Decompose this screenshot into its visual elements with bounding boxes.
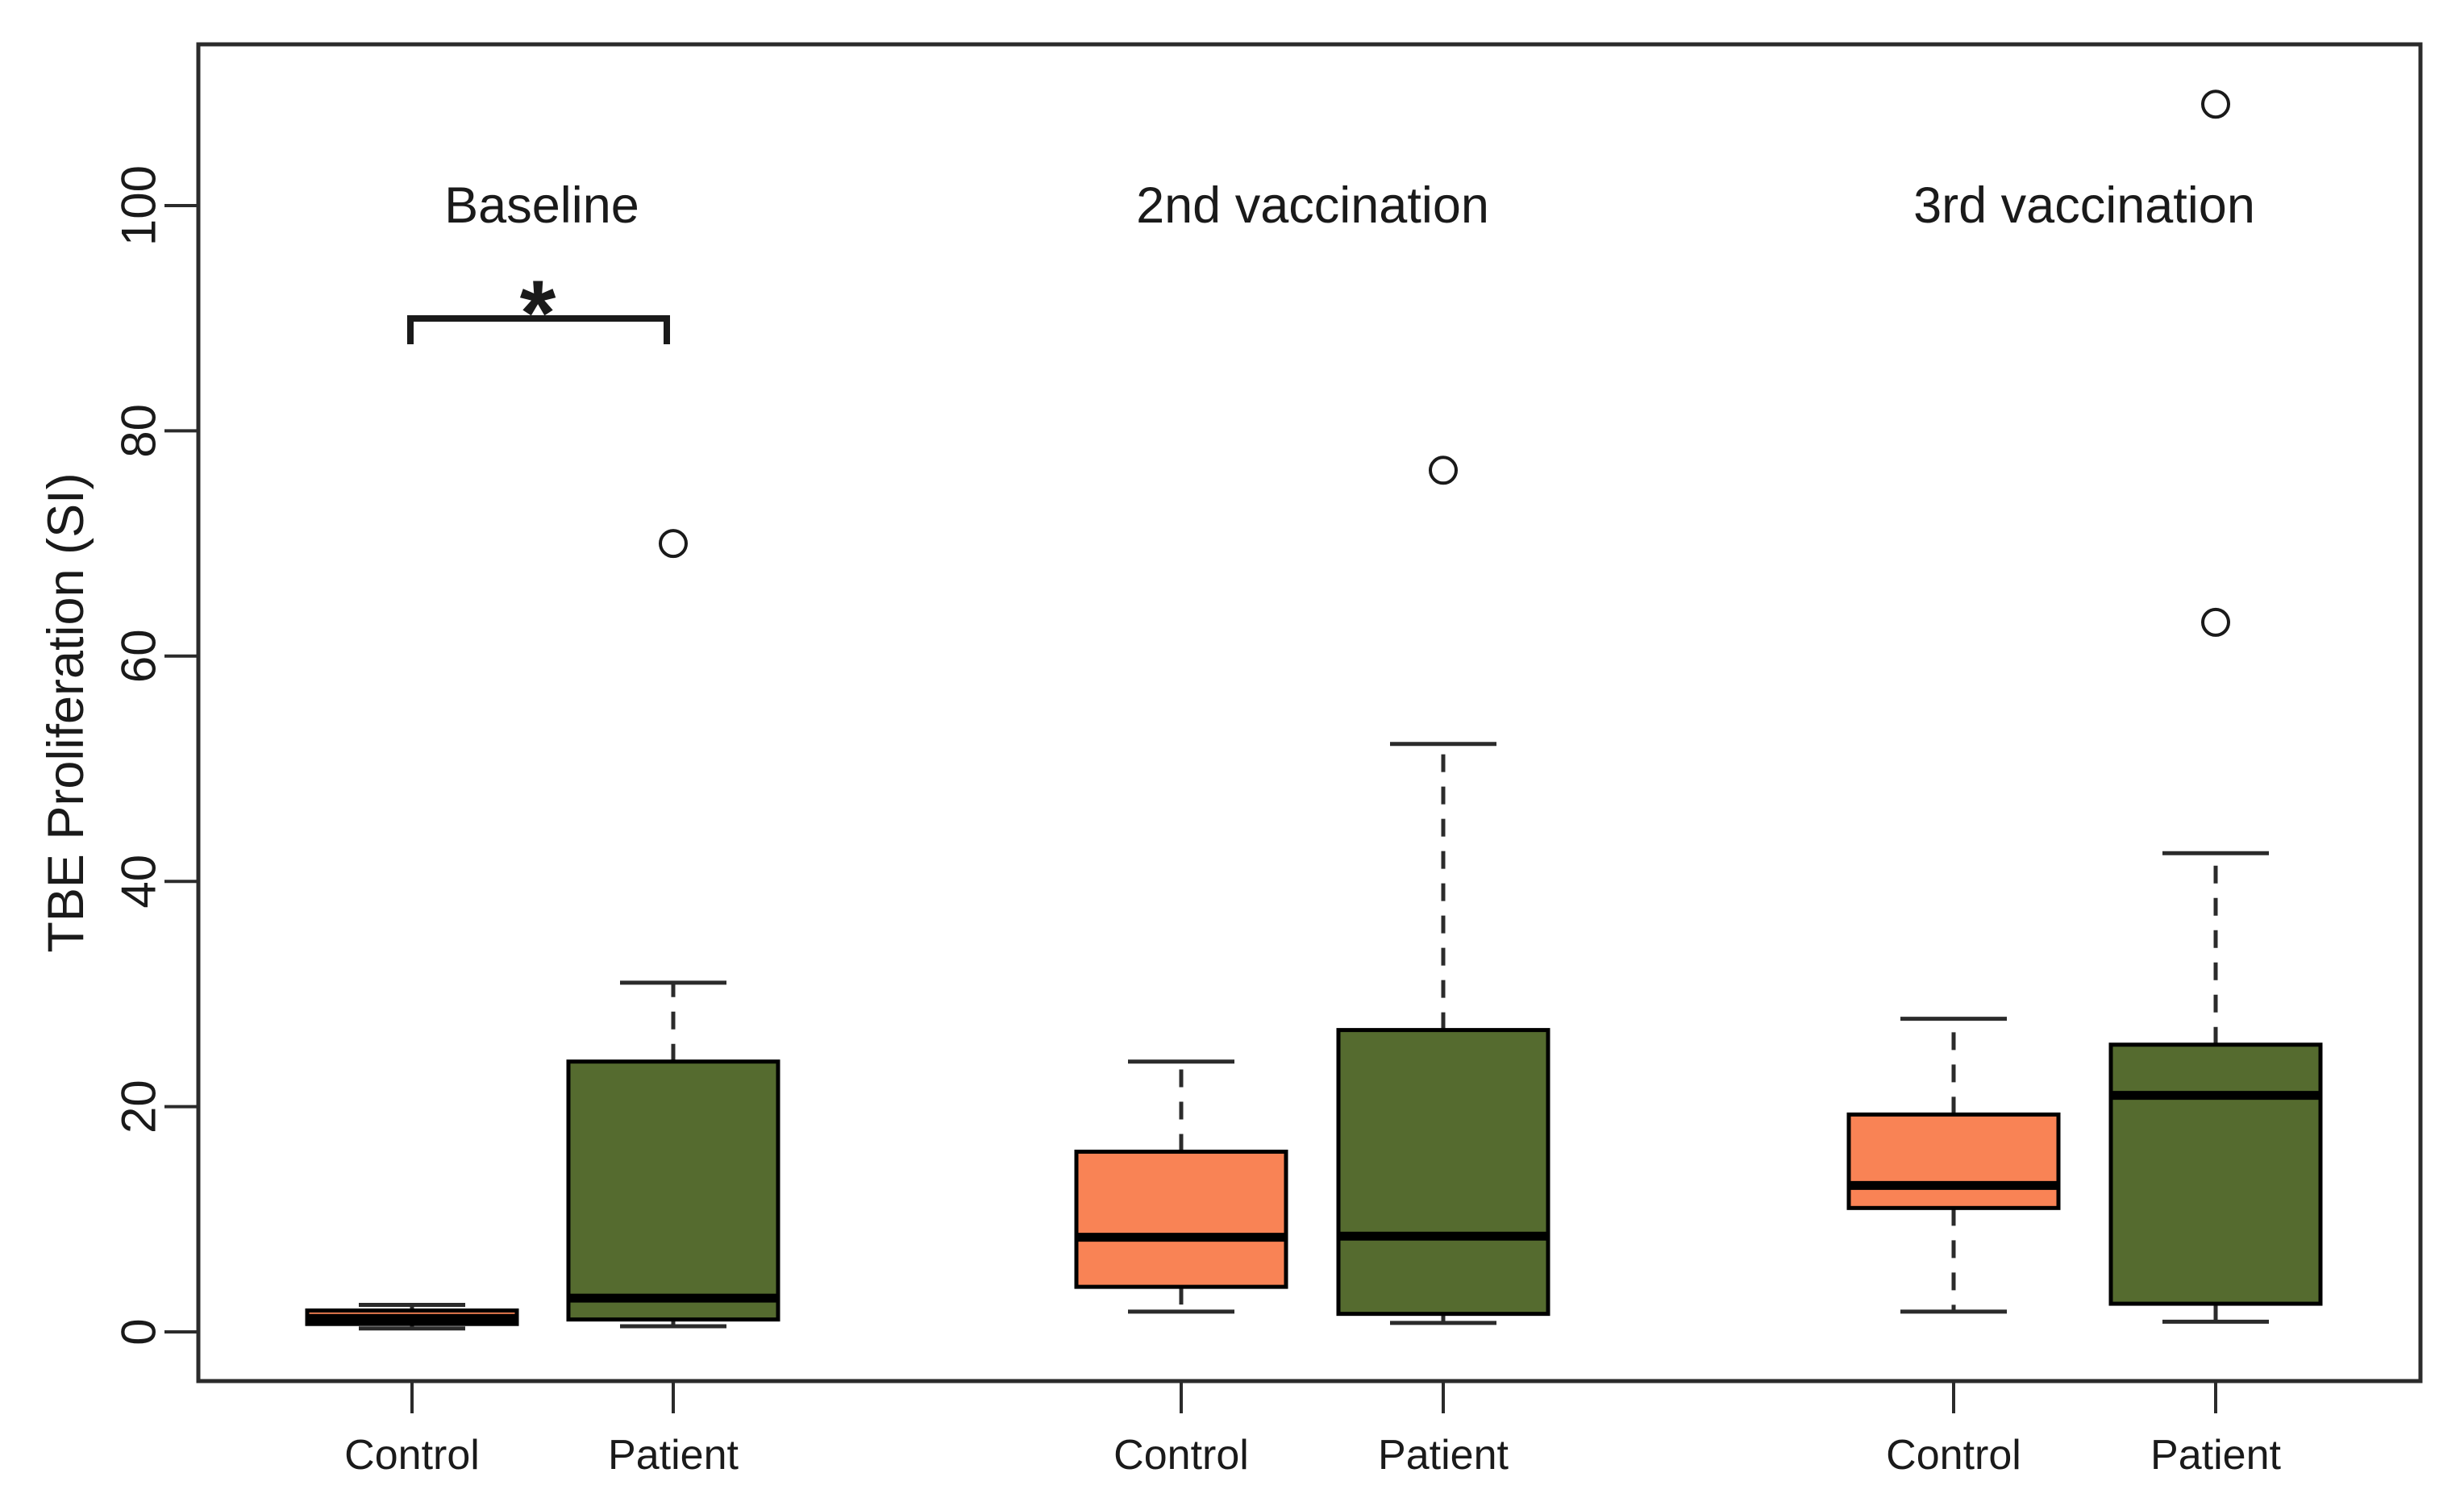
outlier-point xyxy=(659,529,688,559)
x-category-label-2-1: Patient xyxy=(2150,1432,2281,1479)
boxplot-1-patient xyxy=(1336,456,1550,1325)
x-category-label-2-0: Control xyxy=(1886,1432,2021,1479)
box-rect xyxy=(1074,1149,1288,1289)
group-title-1: 2nd vaccination xyxy=(1136,177,1489,234)
y-tick-label: 0 xyxy=(112,1318,166,1345)
y-tick-label: 40 xyxy=(112,855,166,909)
boxplot-2-control xyxy=(1846,1017,2061,1314)
y-tick-label: 20 xyxy=(112,1080,166,1134)
significance-bracket xyxy=(407,315,670,344)
x-category-label-0-0: Control xyxy=(344,1432,480,1479)
boxplot-2-patient xyxy=(2108,89,2323,1324)
group-title-0: Baseline xyxy=(444,177,639,234)
x-category-label-0-1: Patient xyxy=(608,1432,739,1479)
y-tick-label: 60 xyxy=(112,629,166,683)
box-rect xyxy=(1846,1112,2061,1210)
outlier-point xyxy=(2201,89,2230,119)
plot-frame xyxy=(196,42,2423,1383)
y-tick-label: 100 xyxy=(112,165,166,246)
box-rect xyxy=(1336,1028,1550,1317)
box-rect xyxy=(2108,1042,2323,1306)
x-category-label-1-1: Patient xyxy=(1378,1432,1509,1479)
y-tick-label: 80 xyxy=(112,404,166,458)
outlier-point xyxy=(2201,607,2230,637)
outlier-point xyxy=(1429,456,1458,485)
y-axis-title: TBE Proliferation (SI) xyxy=(38,472,94,952)
boxplot-1-control xyxy=(1074,1059,1288,1314)
boxplot-0-patient xyxy=(566,529,780,1329)
box-rect xyxy=(566,1059,780,1322)
group-title-2: 3rd vaccination xyxy=(1913,177,2255,234)
x-category-label-1-0: Control xyxy=(1113,1432,1249,1479)
significance-star: * xyxy=(520,262,556,365)
boxplot-0-control xyxy=(305,1302,519,1331)
